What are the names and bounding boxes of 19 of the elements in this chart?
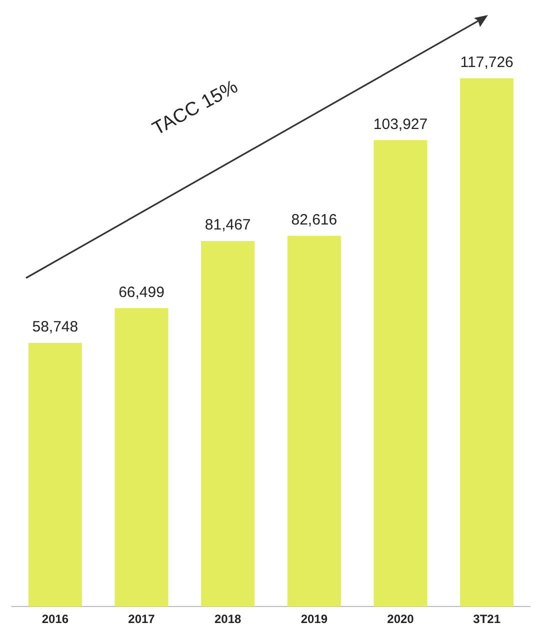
bar [374, 140, 428, 607]
annotation: TACC 15% [149, 76, 242, 140]
x-tick-label: 2016 [42, 612, 69, 626]
x-tick-label: 2018 [214, 612, 242, 626]
x-tick-label: 3T21 [473, 612, 501, 626]
bar [460, 78, 514, 607]
bar [287, 236, 341, 607]
bar [114, 308, 168, 607]
data-label: 103,927 [373, 116, 428, 133]
x-tick-label: 2017 [128, 612, 156, 626]
data-label: 58,748 [32, 318, 78, 336]
data-label: 81,467 [204, 216, 251, 234]
data-label: 82,616 [291, 211, 338, 228]
bar [28, 342, 82, 607]
x-tick-label: 2019 [300, 612, 328, 626]
x-tick-label: 2020 [387, 612, 414, 626]
bar [201, 240, 255, 607]
data-label: 117,726 [460, 54, 514, 71]
data-label: 66,499 [118, 284, 164, 301]
